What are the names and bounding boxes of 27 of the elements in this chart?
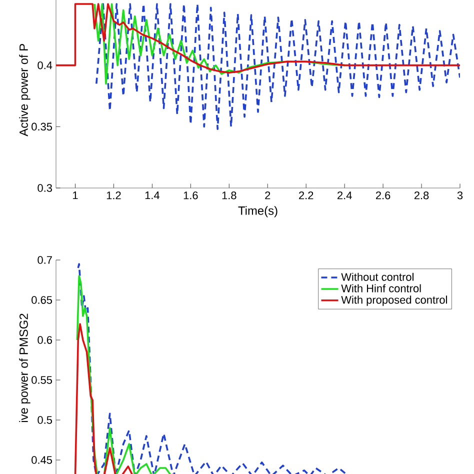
x-tick-label: 1.4 [145, 192, 160, 200]
legend-label: With proposed control [341, 296, 447, 306]
y-axis-title: ive power of PMSG2 [19, 314, 30, 422]
x-tick-label: 1.8 [222, 192, 236, 200]
y-tick-label: 0.65 [32, 296, 52, 304]
x-tick-label: 2.4 [338, 192, 352, 200]
x-tick-label: 2 [265, 192, 270, 200]
y-axis-title: Active power of P [19, 44, 30, 136]
legend-label: With Hinf control [341, 284, 421, 292]
y-tick-label: 0.4 [38, 61, 52, 70]
legend-label: Without control [341, 272, 414, 281]
line-series [96, 3, 460, 130]
y-tick-label: 0.3 [38, 184, 52, 192]
y-tick-label: 0.6 [38, 336, 52, 344]
y-tick-label: 0.35 [32, 122, 52, 131]
y-tick-label: 0.5 [38, 416, 52, 424]
y-tick-label: 0.55 [32, 376, 52, 384]
x-tick-label: 1.6 [184, 192, 198, 200]
y-tick-label: 0.7 [38, 256, 52, 264]
x-tick-label: 1.2 [106, 192, 121, 200]
x-tick-label: 3 [457, 192, 463, 200]
x-tick-label: 2.2 [299, 192, 314, 200]
x-tick-label: 2.8 [414, 192, 429, 200]
y-tick-label: 0.45 [32, 456, 52, 464]
x-axis-title: Time(s) [238, 206, 278, 218]
x-tick-label: 2.6 [376, 192, 390, 200]
x-tick-label: 1 [73, 192, 78, 200]
